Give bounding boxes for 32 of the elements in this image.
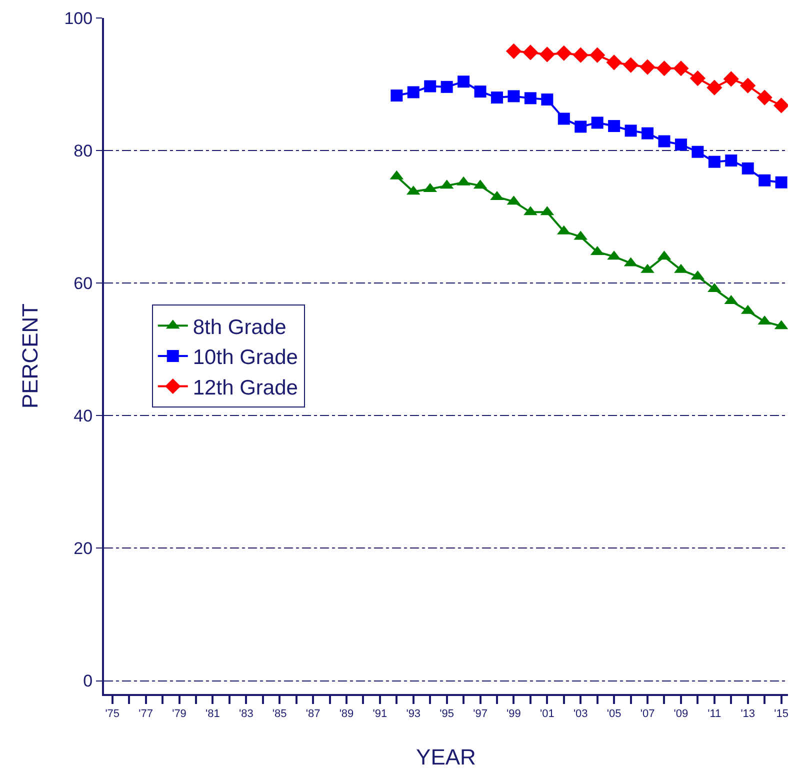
y-tick-label: 80 bbox=[74, 142, 93, 160]
x-tick-label: '89 bbox=[339, 708, 354, 720]
x-tick-label: '07 bbox=[640, 708, 655, 720]
legend-label: 10th Grade bbox=[192, 346, 298, 370]
x-tick-label: '85 bbox=[272, 708, 287, 720]
x-tick-label: '87 bbox=[306, 708, 320, 720]
x-tick-label: '09 bbox=[674, 708, 688, 720]
x-tick-label: '99 bbox=[506, 708, 521, 720]
x-tick-label: '91 bbox=[372, 708, 388, 720]
y-tick-label: 20 bbox=[74, 539, 93, 558]
legend-label: 8th Grade bbox=[192, 316, 286, 339]
y-tick-label: 100 bbox=[64, 8, 93, 28]
y-tick-label: 60 bbox=[74, 274, 93, 294]
x-tick-label: '15 bbox=[774, 708, 788, 720]
y-tick-label: 40 bbox=[74, 406, 93, 426]
x-tick-label: '83 bbox=[238, 708, 254, 720]
x-tick-label: '01 bbox=[540, 708, 554, 720]
legend-label: 12th Grade bbox=[192, 376, 298, 400]
x-tick-label: '75 bbox=[105, 708, 120, 720]
x-tick-label: '81 bbox=[206, 708, 220, 720]
x-axis-title: YEAR bbox=[416, 744, 476, 770]
x-tick-label: '77 bbox=[138, 708, 153, 720]
x-tick-label: '93 bbox=[406, 708, 421, 720]
x-tick-label: '95 bbox=[440, 708, 454, 720]
x-tick-label: '11 bbox=[708, 708, 722, 720]
y-axis-title: PERCENT bbox=[18, 303, 43, 409]
x-tick-label: '79 bbox=[172, 708, 186, 720]
x-tick-label: '97 bbox=[473, 708, 488, 720]
x-tick-label: '13 bbox=[740, 708, 756, 720]
x-tick-label: '05 bbox=[606, 708, 622, 720]
y-tick-label: 0 bbox=[83, 672, 93, 691]
x-tick-label: '03 bbox=[573, 708, 588, 720]
